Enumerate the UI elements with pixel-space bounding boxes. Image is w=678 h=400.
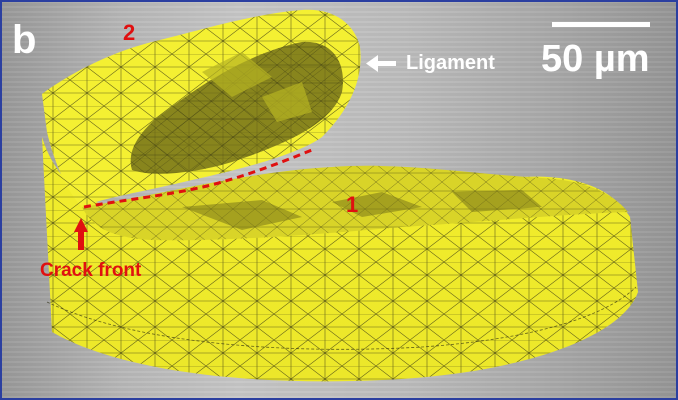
region-label-1: 1 bbox=[346, 192, 359, 217]
ligament-lip bbox=[42, 9, 361, 207]
region-label-2: 2 bbox=[123, 20, 136, 45]
ligament-label: Ligament bbox=[406, 52, 495, 74]
ligament-arrow bbox=[366, 55, 396, 72]
crack-front-line bbox=[83, 148, 313, 209]
scale-bar bbox=[552, 22, 650, 27]
panel-letter: b bbox=[12, 18, 37, 62]
crack-front-arrow bbox=[74, 218, 88, 250]
scale-bar-label: 50 µm bbox=[541, 38, 650, 80]
crack-front-label: Crack front bbox=[40, 260, 142, 281]
